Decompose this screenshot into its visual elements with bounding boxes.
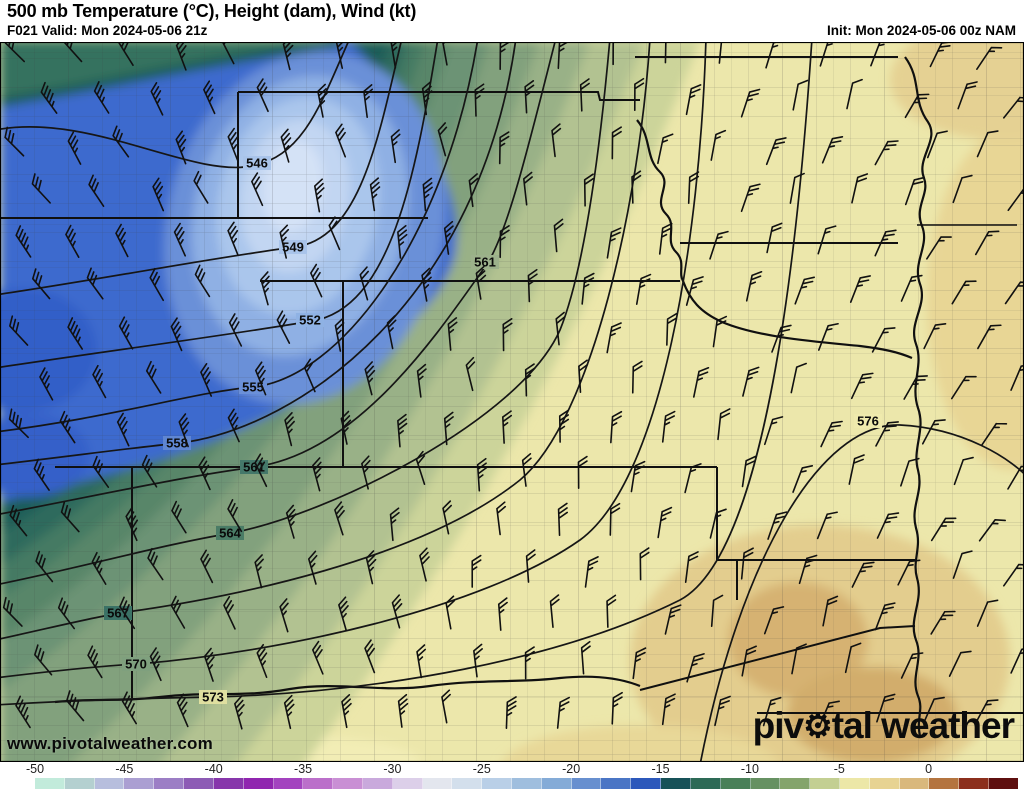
colorbar-cell [661,778,691,789]
county-grid-2 [0,42,1024,762]
colorbar-cell [899,778,930,789]
colorbar-tick: -50 [25,762,45,776]
contour-label: 555 [242,380,264,395]
contour-label: 549 [282,240,304,255]
colorbar-tick: 0 [925,762,933,776]
gear-icon: ⚙ [803,707,833,744]
colorbar-tick: -5 [833,762,845,776]
colorbar-cell [64,778,95,789]
colorbar-cell [810,778,840,789]
colorbar-cell [571,778,602,789]
contour-label: 561 [474,255,496,270]
contour-label: 573 [202,690,224,705]
colorbar-tick: -10 [740,762,759,776]
colorbar-cell [452,778,483,789]
colorbar-tick: -15 [651,762,670,776]
colorbar-tick-labels: -50 -45 -40 -35 -30 -25 -20 -15 -10 -5 0 [26,762,1018,777]
contour-label: 546 [246,156,268,171]
colorbar-cell [243,778,274,789]
colorbar-cell [601,778,632,789]
contour-label: 552 [299,313,321,328]
init-time-text: Init: Mon 2024-05-06 00z NAM [826,23,1016,38]
colorbar-cell [750,778,781,789]
temperature-colorbar [35,778,1018,789]
wind-barbs [2,42,1024,730]
header-bar: 500 mb Temperature (°C), Height (dam), W… [0,0,1024,42]
colorbar-cell [541,778,572,789]
colorbar-cell [94,778,125,789]
weather-map[interactable]: 546 549 552 555 558 561 561 564 567 570 573 576 www… [0,42,1024,762]
colorbar-cell [631,778,662,789]
map-title: 500 mb Temperature (°C), Height (dam), W… [7,1,417,21]
colorbar-tick: -25 [472,762,491,776]
contour-label: 558 [166,436,188,451]
colorbar-cell [839,778,870,789]
colorbar-cell [154,778,185,789]
colorbar-cell [959,778,989,789]
colorbar-cell [422,778,453,789]
colorbar-area: -50 -45 -40 -35 -30 -25 -20 -15 -10 -5 0 [0,762,1024,791]
colorbar-cell [273,778,304,789]
colorbar-cell [989,778,1018,789]
colorbar-cell [333,778,363,789]
colorbar-cell [35,778,65,789]
colorbar-cell [720,778,751,789]
colorbar-cell [690,778,721,789]
colorbar-cell [213,778,244,789]
colorbar-cell [482,778,512,789]
colorbar-tick: -40 [204,762,223,776]
colorbar-cell [184,778,214,789]
pivotal-weather-logo: piv⚙tal weather [752,705,1015,747]
logo-text-left: piv [752,705,804,746]
colorbar-cell [929,778,960,789]
contour-label: 564 [219,526,241,541]
colorbar-tick: -45 [115,762,134,776]
watermark-url: www.pivotalweather.com [7,734,213,753]
colorbar-cell [362,778,393,789]
contour-label: 576 [857,414,879,429]
colorbar-cell [392,778,423,789]
colorbar-tick: -30 [383,762,402,776]
colorbar-cell [124,778,155,789]
valid-time-text: F021 Valid: Mon 2024-05-06 21z [7,23,208,38]
colorbar-tick: -20 [562,762,581,776]
colorbar-cell [303,778,334,789]
contour-label: 570 [125,657,147,672]
colorbar-tick: -35 [294,762,313,776]
colorbar-cell [869,778,900,789]
logo-text-right: tal weather [831,705,1015,746]
colorbar-cell [512,778,542,789]
colorbar-cell [780,778,811,789]
